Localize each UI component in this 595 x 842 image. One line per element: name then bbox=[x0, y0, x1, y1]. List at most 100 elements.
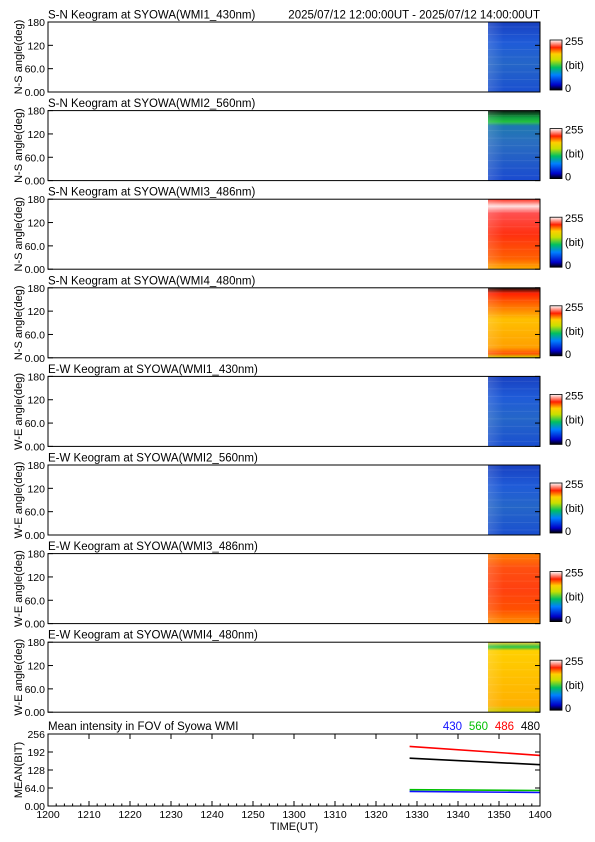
colorbar-min-2: 0 bbox=[565, 172, 571, 184]
keogram-ytick-8-2: 60.0 bbox=[25, 684, 46, 696]
keogram-panel-7: E-W Keogram at SYOWA(WMI3_486nm)180 120 60… bbox=[13, 541, 584, 631]
mean-ytick-0: 256 bbox=[27, 729, 45, 741]
mean-xtick-5: 1250 bbox=[241, 809, 265, 821]
keogram-ylabel-1: N-S angle(deg) bbox=[13, 20, 25, 95]
legend-486: 486 bbox=[495, 721, 514, 733]
series-line-560 bbox=[409, 788, 541, 792]
mean-xtick-3: 1230 bbox=[159, 809, 183, 821]
keogram-frame-6 bbox=[47, 464, 541, 536]
keogram-ytick-3-1: 120 bbox=[27, 218, 45, 230]
colorbar-unit-5: (bit) bbox=[565, 414, 584, 426]
keogram-title-8: E-W Keogram at SYOWA(WMI4_480nm) bbox=[48, 630, 258, 642]
colorbar-5 bbox=[549, 393, 563, 445]
keogram-frame-2 bbox=[47, 110, 541, 182]
legend-480: 480 bbox=[521, 721, 540, 733]
keogram-ytick-1-1: 120 bbox=[27, 40, 45, 52]
colorbar-min-3: 0 bbox=[565, 260, 571, 272]
mean-xlabel: TIME(UT) bbox=[270, 821, 318, 833]
colorbar-unit-8: (bit) bbox=[565, 680, 584, 692]
time-range-label: 2025/07/12 12:00:00UT - 2025/07/12 14:00… bbox=[288, 10, 540, 22]
keogram-ytick-7-3: 0.00 bbox=[25, 619, 46, 631]
keogram-title-6: E-W Keogram at SYOWA(WMI2_560nm) bbox=[48, 453, 258, 465]
colorbar-min-7: 0 bbox=[565, 615, 571, 627]
colorbar-max-1: 255 bbox=[565, 36, 583, 48]
mean-xtick-8: 1320 bbox=[364, 809, 388, 821]
keogram-ylabel-5: W-E angle(deg) bbox=[13, 373, 25, 450]
keogram-ytick-7-0: 180 bbox=[27, 549, 45, 561]
keogram-panel-1: S-N Keogram at SYOWA(WMI1_430nm)180 120 60… bbox=[13, 10, 584, 100]
keogram-panel-3: S-N Keogram at SYOWA(WMI3_486nm)180 120 60… bbox=[13, 187, 584, 277]
colorbar-8 bbox=[549, 659, 563, 711]
keogram-title-2: S-N Keogram at SYOWA(WMI2_560nm) bbox=[48, 98, 255, 110]
keogram-ytick-7-1: 120 bbox=[27, 572, 45, 584]
keogram-ytick-7-2: 60.0 bbox=[25, 595, 46, 607]
mean-ytick-1: 192 bbox=[27, 747, 45, 759]
mean-xtick-12: 1400 bbox=[528, 809, 552, 821]
mean-intensity-chart: Mean intensity in FOV of Syowa WMI 480 486… bbox=[13, 721, 552, 833]
colorbar-3 bbox=[549, 216, 563, 268]
colorbar-1 bbox=[549, 39, 563, 91]
keogram-frame-8 bbox=[47, 641, 541, 713]
keogram-ylabel-7: W-E angle(deg) bbox=[13, 550, 25, 627]
mean-chart-title: Mean intensity in FOV of Syowa WMI bbox=[48, 721, 238, 733]
keogram-ytick-5-1: 120 bbox=[27, 395, 45, 407]
keogram-frame-4 bbox=[47, 287, 541, 359]
colorbar-unit-1: (bit) bbox=[565, 60, 584, 72]
mean-xtick-1: 1210 bbox=[77, 809, 101, 821]
keogram-ytick-2-0: 180 bbox=[27, 106, 45, 118]
keogram-frame-1 bbox=[47, 21, 541, 93]
keogram-title-7: E-W Keogram at SYOWA(WMI3_486nm) bbox=[48, 541, 258, 553]
keogram-ytick-6-1: 120 bbox=[27, 483, 45, 495]
keogram-ytick-5-3: 0.00 bbox=[25, 441, 46, 453]
series-line-486 bbox=[409, 745, 541, 757]
keogram-ytick-3-0: 180 bbox=[27, 194, 45, 206]
colorbar-7 bbox=[549, 571, 563, 622]
colorbar-max-4: 255 bbox=[565, 302, 583, 314]
colorbar-unit-4: (bit) bbox=[565, 326, 584, 338]
keogram-ytick-4-3: 0.00 bbox=[25, 353, 46, 365]
keogram-ytick-4-1: 120 bbox=[27, 306, 45, 318]
colorbar-unit-7: (bit) bbox=[565, 592, 584, 604]
colorbar-max-5: 255 bbox=[565, 390, 583, 402]
keogram-ytick-8-0: 180 bbox=[27, 637, 45, 649]
keogram-title-4: S-N Keogram at SYOWA(WMI4_480nm) bbox=[48, 275, 255, 287]
keogram-title-1: S-N Keogram at SYOWA(WMI1_430nm) bbox=[48, 10, 255, 22]
mean-ylabel: MEAN(BIT) bbox=[13, 742, 25, 798]
mean-ytick-2: 128 bbox=[27, 765, 45, 777]
colorbar-2 bbox=[549, 128, 563, 180]
keogram-ylabel-2: N-S angle(deg) bbox=[13, 108, 25, 183]
colorbar-unit-3: (bit) bbox=[565, 237, 584, 249]
keogram-panel-8: E-W Keogram at SYOWA(WMI4_480nm)180 120 60… bbox=[13, 630, 584, 720]
colorbar-max-2: 255 bbox=[565, 125, 583, 137]
keogram-ytick-1-2: 60.0 bbox=[25, 64, 46, 76]
keogram-ytick-8-1: 120 bbox=[27, 661, 45, 673]
colorbar-max-7: 255 bbox=[565, 568, 583, 580]
keogram-ytick-2-3: 0.00 bbox=[25, 176, 46, 188]
colorbar-max-3: 255 bbox=[565, 213, 583, 225]
colorbar-unit-2: (bit) bbox=[565, 149, 584, 161]
colorbar-min-1: 0 bbox=[565, 83, 571, 95]
mean-xtick-0: 1200 bbox=[36, 809, 60, 821]
keogram-frame-5 bbox=[47, 375, 541, 447]
colorbar-min-4: 0 bbox=[565, 349, 571, 361]
colorbar-4 bbox=[549, 305, 563, 357]
keogram-ytick-1-0: 180 bbox=[27, 17, 45, 29]
mean-ytick-3: 64.0 bbox=[25, 783, 46, 795]
keogram-panel-6: E-W Keogram at SYOWA(WMI2_560nm)180 120 60… bbox=[13, 453, 584, 543]
keogram-title-3: S-N Keogram at SYOWA(WMI3_486nm) bbox=[48, 187, 255, 199]
colorbar-6 bbox=[549, 482, 563, 534]
keogram-ytick-3-3: 0.00 bbox=[25, 264, 46, 276]
mean-xtick-4: 1240 bbox=[200, 809, 224, 821]
keogram-ytick-5-2: 60.0 bbox=[25, 418, 46, 430]
keogram-ytick-2-1: 120 bbox=[27, 129, 45, 141]
keogram-title-5: E-W Keogram at SYOWA(WMI1_430nm) bbox=[48, 364, 258, 376]
series-line-430 bbox=[409, 790, 541, 794]
mean-xtick-10: 1340 bbox=[446, 809, 470, 821]
colorbar-max-6: 255 bbox=[565, 479, 583, 491]
keogram-ytick-3-2: 60.0 bbox=[25, 241, 46, 253]
keogram-ytick-4-2: 60.0 bbox=[25, 329, 46, 341]
keogram-ytick-6-0: 180 bbox=[27, 460, 45, 472]
mean-xtick-11: 1350 bbox=[487, 809, 511, 821]
